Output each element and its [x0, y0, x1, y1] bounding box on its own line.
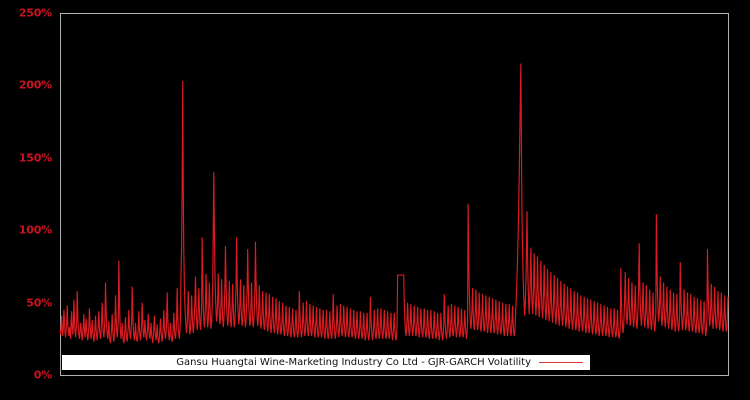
y-tick-label-0: 0%	[33, 368, 52, 382]
y-tick-label-50: 50%	[26, 296, 52, 310]
y-tick-label-100: 100%	[18, 223, 52, 237]
chart-legend[interactable]: Gansu Huangtai Wine-Marketing Industry C…	[62, 355, 590, 370]
plot-axes-frame	[60, 13, 729, 376]
y-tick-label-250: 250%	[18, 6, 52, 20]
y-tick-label-150: 150%	[18, 151, 52, 165]
legend-label: Gansu Huangtai Wine-Marketing Industry C…	[176, 356, 531, 368]
legend-line-sample-icon	[539, 362, 583, 363]
y-tick-label-200: 200%	[18, 78, 52, 92]
volatility-series-line	[59, 63, 729, 344]
